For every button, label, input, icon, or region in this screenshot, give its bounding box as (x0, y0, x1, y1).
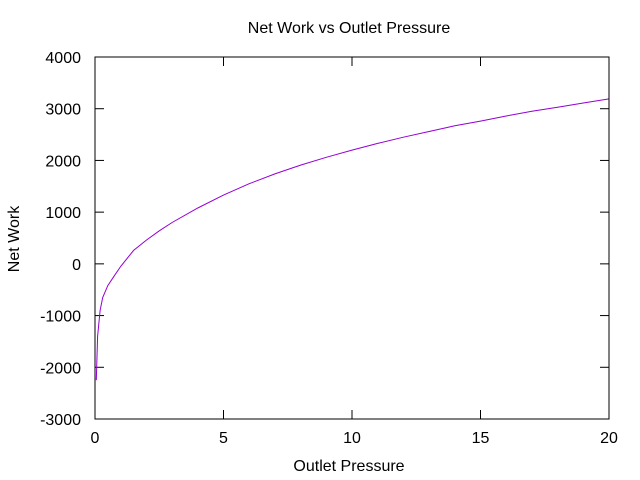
y-tick-label: 0 (72, 257, 81, 274)
x-tick-label: 5 (219, 430, 228, 447)
plot-border (94, 56, 610, 420)
chart-title: Net Work vs Outlet Pressure (248, 20, 451, 37)
x-axis-label: Outlet Pressure (293, 458, 404, 475)
x-tick-label: 0 (91, 430, 100, 447)
x-tick-label: 10 (343, 430, 361, 447)
y-tick-label: -3000 (40, 412, 81, 429)
y-tick-label: 3000 (45, 102, 81, 119)
y-tick-label: -1000 (40, 309, 81, 326)
y-tick-label: 2000 (45, 153, 81, 170)
series-line (95, 98, 610, 381)
x-tick-label: 15 (472, 430, 490, 447)
axis-ticks: 0 5 10 15 20 -3000 -2000 -1000 0 1000 2000 3000 4000 (40, 50, 618, 447)
x-tick-label: 20 (600, 430, 618, 447)
y-tick-label: -2000 (40, 360, 81, 377)
plot-area (95, 98, 610, 381)
y-axis-label: Net Work (6, 205, 23, 272)
y-tick-label: 4000 (45, 50, 81, 67)
y-tick-label: 1000 (45, 205, 81, 222)
